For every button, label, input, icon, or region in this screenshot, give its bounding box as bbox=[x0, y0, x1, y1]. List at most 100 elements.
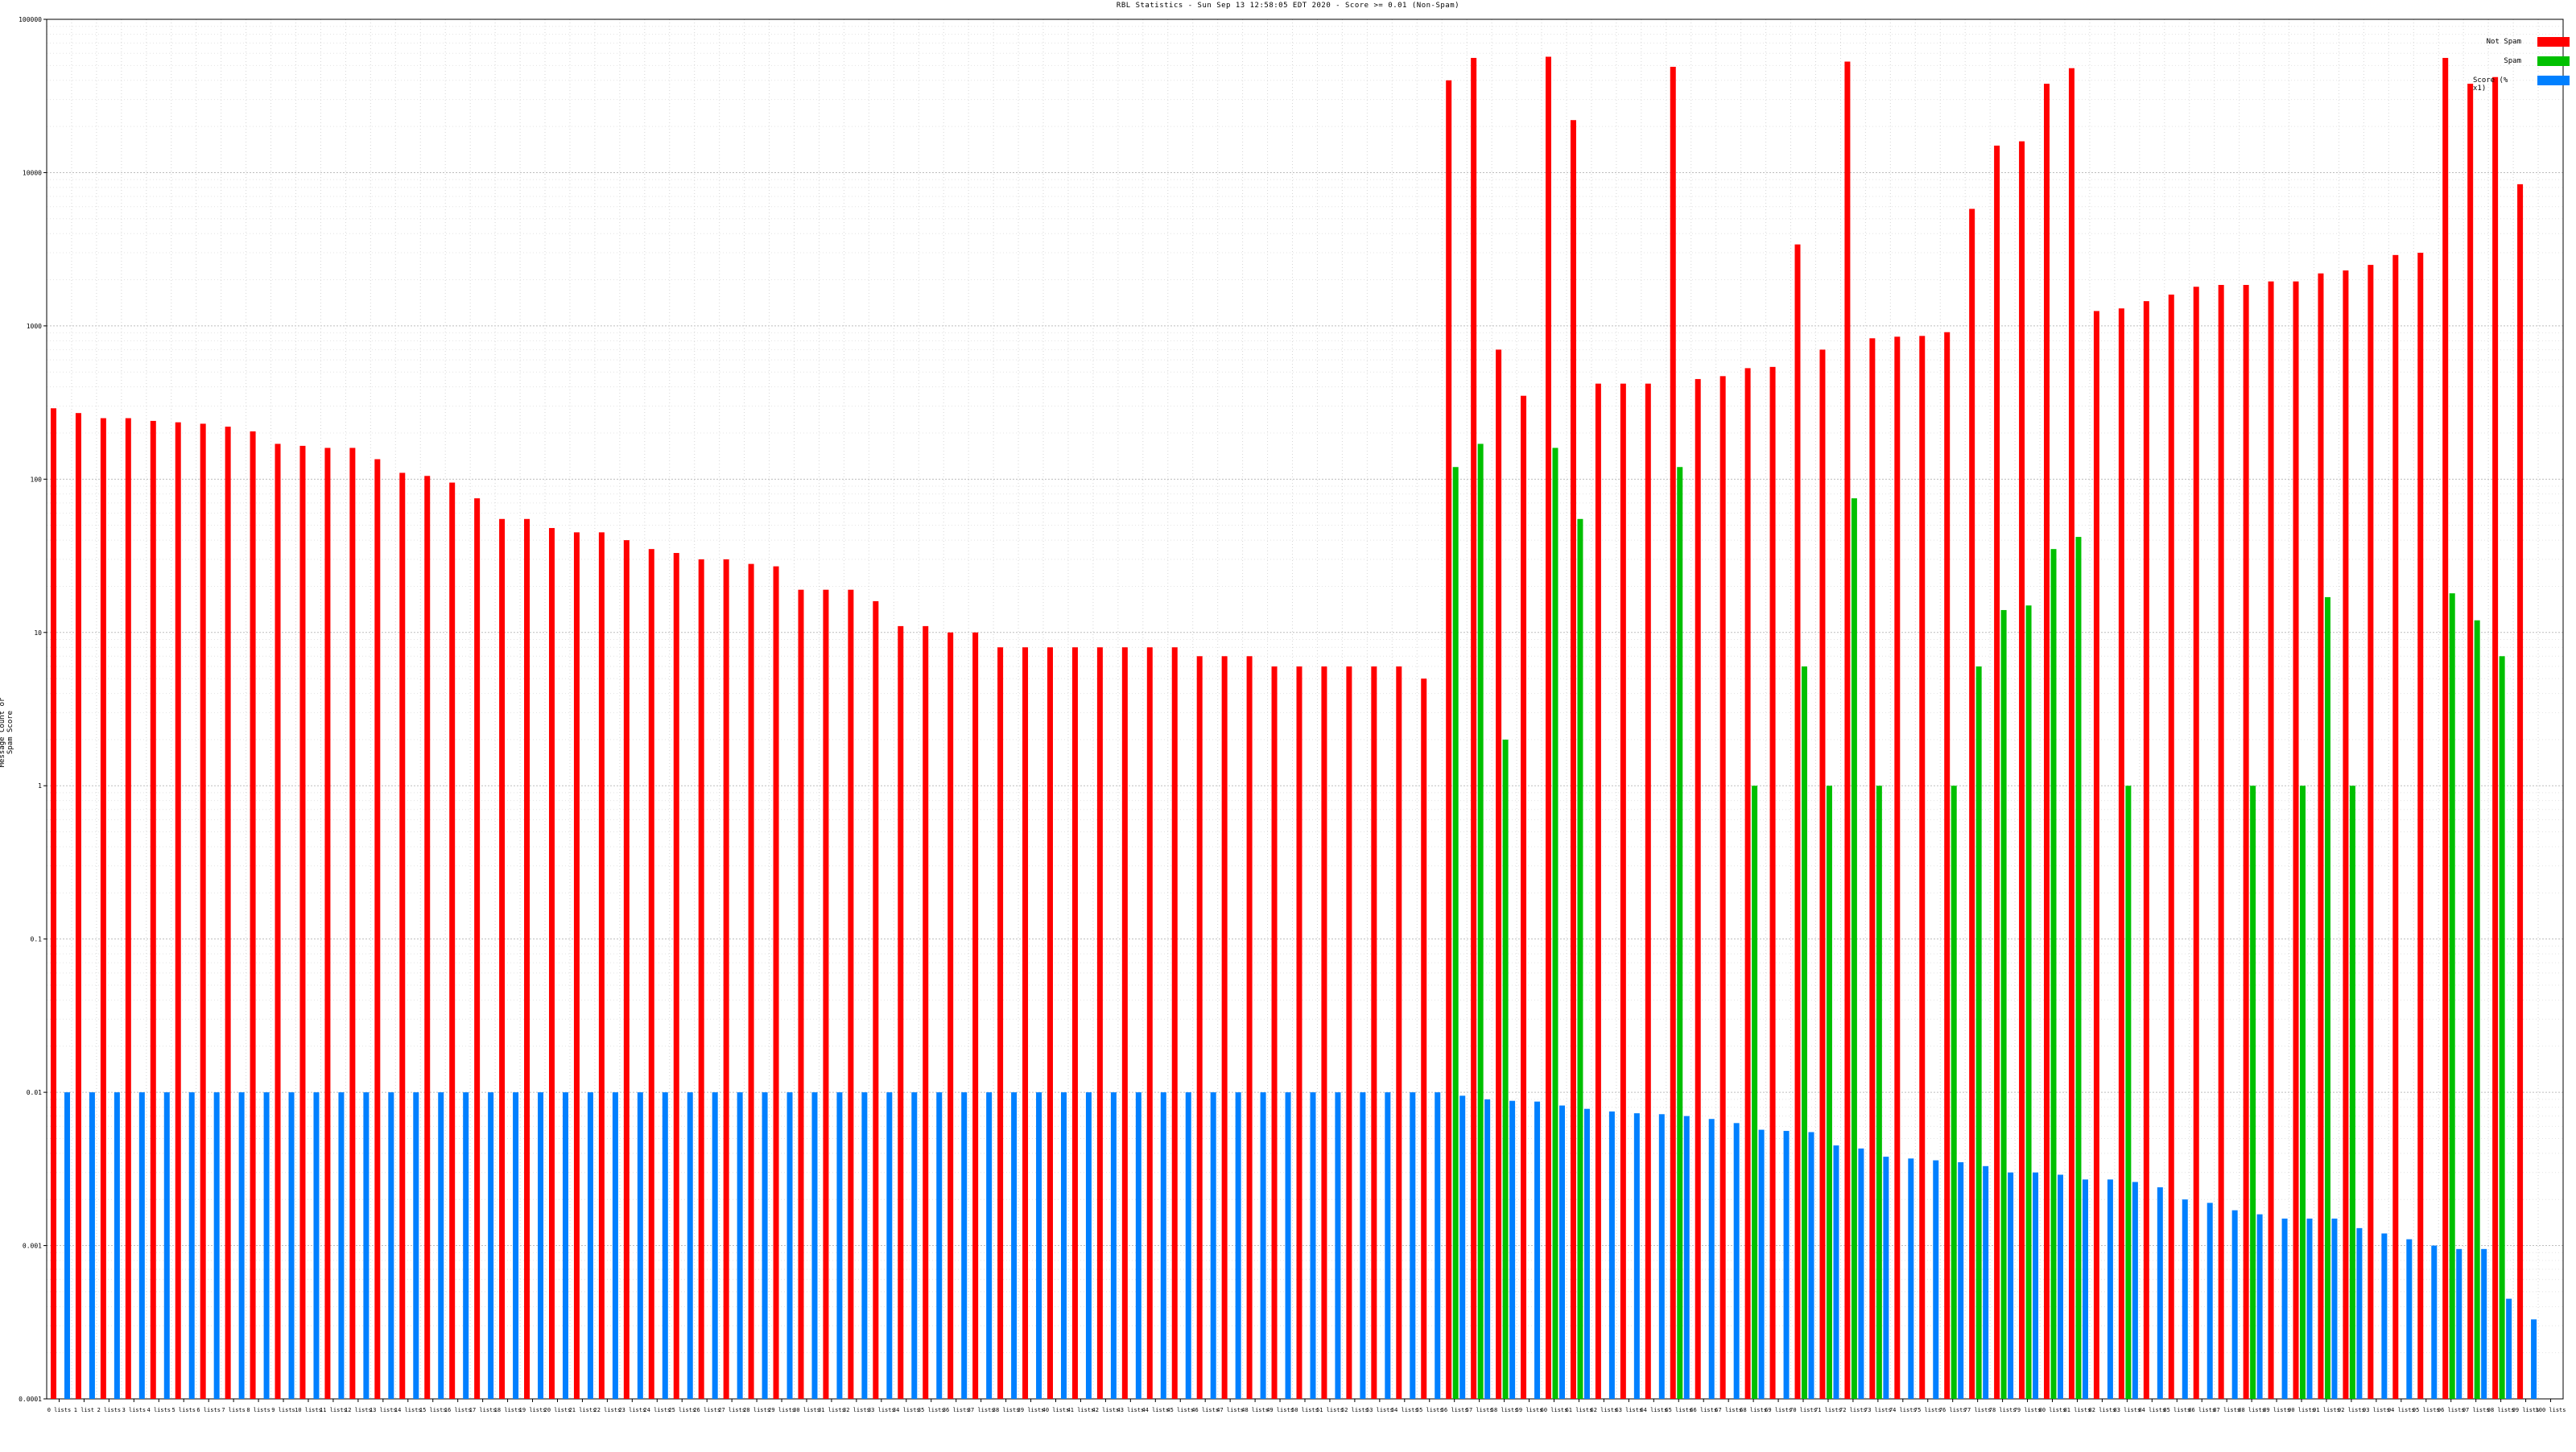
x-tick-label: 22 lists bbox=[594, 1407, 621, 1413]
bar-score bbox=[2506, 1298, 2512, 1399]
bar-score bbox=[911, 1092, 918, 1399]
x-tick-label: 42 lists bbox=[1092, 1407, 1120, 1413]
bar-score bbox=[388, 1092, 394, 1399]
bar-score bbox=[188, 1092, 195, 1399]
bar-not-spam bbox=[2492, 76, 2499, 1399]
bar-score bbox=[313, 1092, 320, 1399]
x-tick-label: 75 lists bbox=[1914, 1407, 1942, 1413]
bar-score bbox=[1360, 1092, 1366, 1399]
y-tick-label: 1000 bbox=[27, 323, 42, 330]
x-tick-label: 38 lists bbox=[993, 1407, 1020, 1413]
bar-score bbox=[2207, 1202, 2213, 1399]
bar-score bbox=[737, 1092, 743, 1399]
y-tick-label: 1 bbox=[38, 782, 42, 790]
x-tick-label: 48 lists bbox=[1241, 1407, 1269, 1413]
bar-score bbox=[1783, 1131, 1790, 1399]
bar-score bbox=[1210, 1092, 1216, 1399]
bar-score bbox=[1011, 1092, 1018, 1399]
bar-score bbox=[363, 1092, 369, 1399]
bar-score bbox=[2082, 1179, 2088, 1399]
bar-not-spam bbox=[399, 472, 406, 1399]
bar-score bbox=[338, 1092, 345, 1399]
bar-not-spam bbox=[2368, 265, 2374, 1400]
bar-not-spam bbox=[1844, 61, 1851, 1399]
bar-not-spam bbox=[1022, 647, 1029, 1399]
x-tick-label: 52 lists bbox=[1341, 1407, 1368, 1413]
bar-not-spam bbox=[2442, 57, 2449, 1400]
bar-score bbox=[1883, 1157, 1889, 1399]
bar-spam bbox=[1552, 448, 1558, 1399]
bar-score bbox=[1658, 1114, 1665, 1399]
bar-score bbox=[1933, 1160, 1939, 1399]
x-tick-label: 26 lists bbox=[693, 1407, 720, 1413]
bar-score bbox=[413, 1092, 419, 1399]
bar-score bbox=[936, 1092, 943, 1399]
bar-score bbox=[2008, 1172, 2014, 1399]
bar-score bbox=[288, 1092, 295, 1399]
bar-score bbox=[1983, 1165, 1989, 1399]
bar-score bbox=[488, 1092, 494, 1399]
bar-spam bbox=[2000, 609, 2007, 1399]
bar-not-spam bbox=[1146, 647, 1153, 1399]
bar-not-spam bbox=[2392, 254, 2399, 1399]
x-tick-label: 43 lists bbox=[1117, 1407, 1144, 1413]
legend: Not Spam Spam Score (% x1) bbox=[2473, 35, 2570, 93]
bar-not-spam bbox=[1794, 244, 1801, 1400]
x-tick-label: 44 lists bbox=[1141, 1407, 1169, 1413]
bar-not-spam bbox=[2118, 308, 2124, 1400]
bar-score bbox=[2231, 1210, 2238, 1399]
x-tick-label: 7 lists bbox=[221, 1407, 246, 1413]
x-tick-label: 28 lists bbox=[743, 1407, 770, 1413]
x-tick-label: 33 lists bbox=[868, 1407, 895, 1413]
bar-not-spam bbox=[1719, 376, 1726, 1399]
bar-score bbox=[1310, 1092, 1316, 1399]
x-tick-label: 58 lists bbox=[1491, 1407, 1518, 1413]
bar-score bbox=[836, 1092, 843, 1399]
bar-not-spam bbox=[1546, 56, 1552, 1399]
x-tick-label: 10 lists bbox=[295, 1407, 322, 1413]
bar-not-spam bbox=[1271, 666, 1278, 1399]
bar-score bbox=[1410, 1092, 1416, 1399]
bar-score bbox=[1858, 1148, 1864, 1399]
x-tick-label: 51 lists bbox=[1316, 1407, 1344, 1413]
bar-not-spam bbox=[374, 459, 381, 1399]
x-tick-label: 21 lists bbox=[569, 1407, 597, 1413]
bar-not-spam bbox=[1570, 120, 1576, 1400]
bar-score bbox=[1285, 1092, 1291, 1399]
x-tick-label: 98 lists bbox=[2487, 1407, 2515, 1413]
x-tick-label: 94 lists bbox=[2388, 1407, 2415, 1413]
bar-not-spam bbox=[200, 423, 206, 1399]
x-tick-label: 46 lists bbox=[1191, 1407, 1219, 1413]
bar-not-spam bbox=[449, 482, 456, 1400]
x-tick-label: 16 lists bbox=[444, 1407, 472, 1413]
x-tick-label: 11 lists bbox=[320, 1407, 347, 1413]
x-tick-label: 32 lists bbox=[843, 1407, 870, 1413]
x-tick-label: 2 lists bbox=[97, 1407, 122, 1413]
bar-not-spam bbox=[548, 528, 555, 1399]
bar-not-spam bbox=[1944, 332, 1951, 1400]
bar-score bbox=[2058, 1174, 2064, 1399]
bar-score bbox=[1110, 1092, 1117, 1399]
x-tick-label: 31 lists bbox=[818, 1407, 845, 1413]
bar-not-spam bbox=[275, 443, 281, 1400]
bar-score bbox=[2481, 1248, 2487, 1399]
x-tick-label: 50 lists bbox=[1291, 1407, 1319, 1413]
x-tick-label: 92 lists bbox=[2338, 1407, 2365, 1413]
bar-not-spam bbox=[1595, 383, 1601, 1400]
bar-score bbox=[238, 1092, 245, 1399]
bar-not-spam bbox=[324, 448, 331, 1399]
bar-not-spam bbox=[150, 420, 156, 1399]
bar-score bbox=[637, 1092, 643, 1399]
x-tick-label: 87 lists bbox=[2213, 1407, 2240, 1413]
x-tick-label: 57 lists bbox=[1466, 1407, 1493, 1413]
bar-score bbox=[89, 1092, 95, 1399]
x-tick-label: 93 lists bbox=[2363, 1407, 2390, 1413]
bar-score bbox=[587, 1092, 593, 1399]
bar-not-spam bbox=[75, 413, 81, 1399]
bar-spam bbox=[1951, 786, 1957, 1399]
bar-score bbox=[2033, 1172, 2039, 1399]
bar-spam bbox=[1826, 786, 1832, 1399]
bar-not-spam bbox=[2417, 253, 2424, 1399]
bar-not-spam bbox=[1096, 647, 1103, 1399]
bar-score bbox=[2331, 1219, 2338, 1399]
